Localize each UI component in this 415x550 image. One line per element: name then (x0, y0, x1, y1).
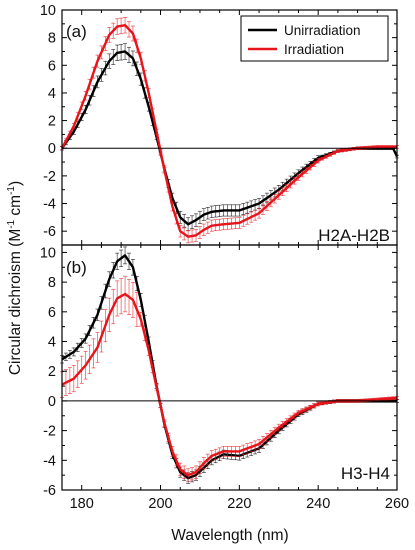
panel-b-xtick-label: 180 (70, 496, 94, 512)
panel-b-series-unirradiation-line (61, 254, 397, 480)
panel-a-ytick-label: 4 (48, 86, 56, 102)
legend-label-unirradiation: Unirradiation (284, 23, 361, 38)
panel-b-series-unirradiation-error-bars (60, 246, 399, 484)
panel-a-series-irradiation-line (60, 24, 397, 238)
panel-b-ytick-label: 0 (48, 394, 56, 410)
panel-a-ytick-label: 8 (48, 31, 56, 47)
panel-b-xtick-label: 200 (148, 496, 172, 512)
panel-a-ytick-label: -2 (43, 169, 56, 185)
panel-b: -6 -4 -2 0 2 4 6 8 10 180 200 220 240 260 (b) H3-H4 (40, 244, 409, 512)
panel-a-ytick-label: -6 (43, 224, 56, 240)
panel-b-label: (b) (66, 258, 87, 277)
panel-b-ytick-label: 2 (48, 364, 56, 380)
panel-b-ytick-label: 10 (40, 245, 56, 261)
panel-b-ytick-label: -2 (43, 424, 56, 440)
legend: Unirradiation Irradiation (240, 15, 389, 62)
panel-a-ytick-label: 6 (48, 58, 56, 74)
panel-a-ytick-label: 2 (48, 114, 56, 130)
panel-a-ytick-label: -4 (43, 197, 56, 213)
panel-b-ytick-label: 4 (48, 335, 56, 351)
panel-b-ytick-label: 8 (48, 275, 56, 291)
panel-b-series (60, 246, 399, 484)
panel-b-ytick-label: -6 (43, 483, 56, 499)
y-axis-title: Circular dichroism (M-1 cm-1) (6, 181, 24, 375)
panel-a-ytick-label: 10 (40, 3, 56, 19)
x-axis-title: Wavelength (nm) (171, 527, 288, 544)
panel-b-series-irradiation-line (61, 292, 398, 477)
panel-a-ytick-label: 0 (48, 141, 56, 157)
panel-b-xtick-label: 260 (385, 496, 409, 512)
panel-a-label: (a) (66, 22, 87, 41)
panel-a-annotation: H2A-H2B (318, 226, 390, 245)
panel-b-xtick-label: 220 (227, 496, 251, 512)
panel-a-series (60, 16, 399, 244)
panel-b-annotation: H3-H4 (341, 464, 390, 483)
legend-box (240, 15, 389, 62)
panel-a-series-unirradiation-line (61, 50, 399, 226)
panel-b-frame (61, 244, 398, 491)
panel-a: -6 -4 -2 0 2 4 6 8 10 (a) H2A-H2B Unirradiation … (40, 3, 399, 246)
panel-b-ytick-label: 6 (48, 305, 56, 321)
legend-label-irradiation: Irradiation (284, 42, 344, 57)
panel-a-series-unirradiation-error-bars (60, 43, 399, 232)
panel-b-ticks: -6 -4 -2 0 2 4 6 8 10 180 200 220 240 260 (40, 245, 409, 512)
panel-b-xtick-label: 240 (306, 496, 330, 512)
panel-b-ytick-label: -4 (43, 453, 56, 469)
